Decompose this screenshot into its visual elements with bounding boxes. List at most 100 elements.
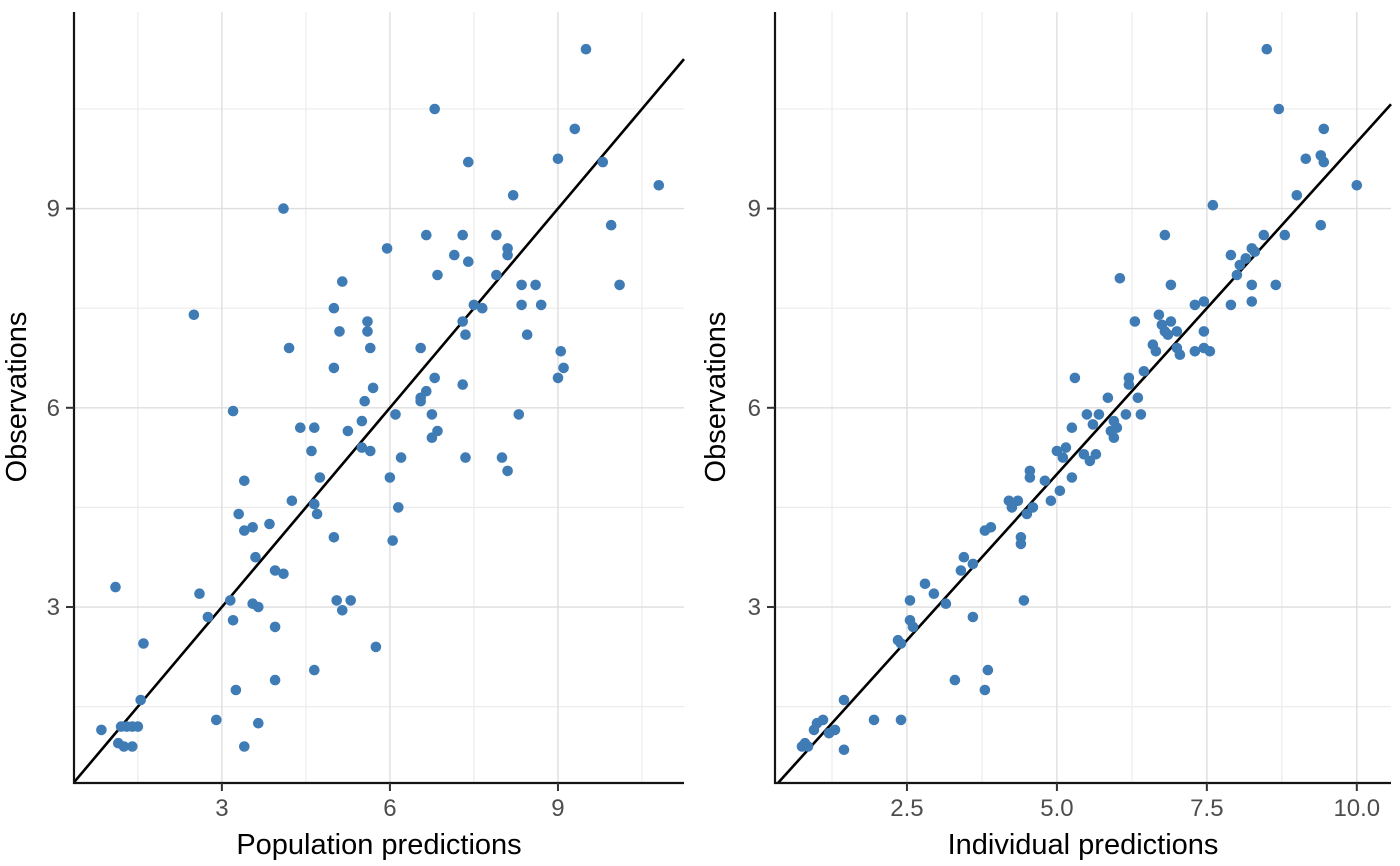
data-point xyxy=(558,362,569,374)
x-tick-label: 7.5 xyxy=(1190,795,1223,822)
data-point xyxy=(457,379,469,390)
data-point xyxy=(958,551,970,563)
data-point xyxy=(118,741,130,752)
data-point xyxy=(356,415,368,427)
data-point xyxy=(239,475,250,487)
data-point xyxy=(395,452,407,463)
x-tick-label: 9 xyxy=(551,795,564,822)
data-point xyxy=(384,472,396,483)
data-point xyxy=(138,638,149,649)
data-point xyxy=(393,502,404,513)
data-point xyxy=(955,565,967,576)
data-point xyxy=(1069,372,1081,384)
data-point xyxy=(502,465,513,477)
data-point xyxy=(252,601,264,613)
data-point xyxy=(460,452,471,463)
data-point xyxy=(919,578,931,590)
data-point xyxy=(653,180,665,191)
x-tick-label: 5.0 xyxy=(1040,795,1073,822)
data-point xyxy=(513,409,525,420)
data-point xyxy=(227,615,239,626)
data-point xyxy=(468,299,480,311)
data-point xyxy=(1045,495,1057,507)
data-point xyxy=(1231,269,1243,281)
data-point xyxy=(1318,156,1330,168)
data-point xyxy=(949,674,961,686)
data-point xyxy=(415,342,427,354)
data-point xyxy=(502,249,513,261)
data-point xyxy=(390,409,401,420)
data-point xyxy=(225,595,236,606)
data-point xyxy=(233,508,244,520)
data-point xyxy=(982,664,994,676)
data-point xyxy=(605,219,617,231)
data-point xyxy=(868,714,880,726)
data-point xyxy=(331,595,343,606)
data-point xyxy=(1225,249,1237,261)
data-point xyxy=(269,621,281,633)
data-point xyxy=(1114,273,1126,284)
data-point xyxy=(239,741,250,752)
data-point xyxy=(194,588,205,599)
data-point xyxy=(227,405,239,417)
data-point xyxy=(552,372,564,384)
data-point xyxy=(127,741,138,752)
data-point xyxy=(381,243,393,254)
data-point xyxy=(535,299,547,311)
data-point xyxy=(1087,419,1099,430)
data-point xyxy=(337,276,348,287)
data-point xyxy=(328,302,340,314)
data-point xyxy=(569,123,581,135)
data-point xyxy=(838,694,850,706)
y-axis-title-right: Observations xyxy=(700,312,732,483)
data-point xyxy=(1054,485,1066,497)
data-point xyxy=(907,621,919,633)
data-point xyxy=(202,611,214,623)
data-point xyxy=(1351,180,1363,191)
panel-population-predictions: 3 6 9 3 6 9 Population predictions Observatio… xyxy=(1,12,685,861)
y-tick-label: 3 xyxy=(748,594,761,621)
data-point xyxy=(463,156,474,168)
data-point xyxy=(1057,452,1069,463)
data-point xyxy=(979,525,991,536)
data-point xyxy=(359,395,371,407)
data-point xyxy=(306,445,317,457)
data-point xyxy=(264,518,275,530)
data-point xyxy=(1234,259,1246,271)
data-point xyxy=(491,269,502,281)
data-point xyxy=(491,229,502,241)
data-point xyxy=(1207,199,1219,211)
y-tick-label: 6 xyxy=(47,395,60,422)
data-point xyxy=(295,422,306,434)
data-point xyxy=(309,422,320,434)
data-point xyxy=(507,190,519,201)
data-point xyxy=(110,581,121,593)
data-point xyxy=(269,674,281,686)
data-point xyxy=(1120,409,1132,420)
data-point xyxy=(457,229,469,241)
data-point xyxy=(895,714,907,726)
data-point xyxy=(286,495,298,507)
x-axis-title-left: Population predictions xyxy=(236,829,521,861)
data-point xyxy=(1018,595,1030,606)
y-tick-label: 3 xyxy=(47,594,60,621)
gridlines-left-panel xyxy=(74,12,684,783)
data-point xyxy=(342,425,354,437)
data-point xyxy=(1081,409,1093,420)
data-point xyxy=(429,103,441,115)
data-point xyxy=(449,249,460,261)
data-point xyxy=(1174,349,1186,361)
data-point xyxy=(1198,296,1210,307)
data-point xyxy=(463,256,474,268)
data-point xyxy=(1315,219,1327,231)
data-point xyxy=(1273,103,1285,115)
data-point xyxy=(1084,455,1096,467)
data-point xyxy=(1171,326,1183,337)
data-point xyxy=(928,588,940,599)
data-point xyxy=(967,558,979,570)
data-point xyxy=(1015,538,1027,550)
data-point xyxy=(230,684,242,696)
